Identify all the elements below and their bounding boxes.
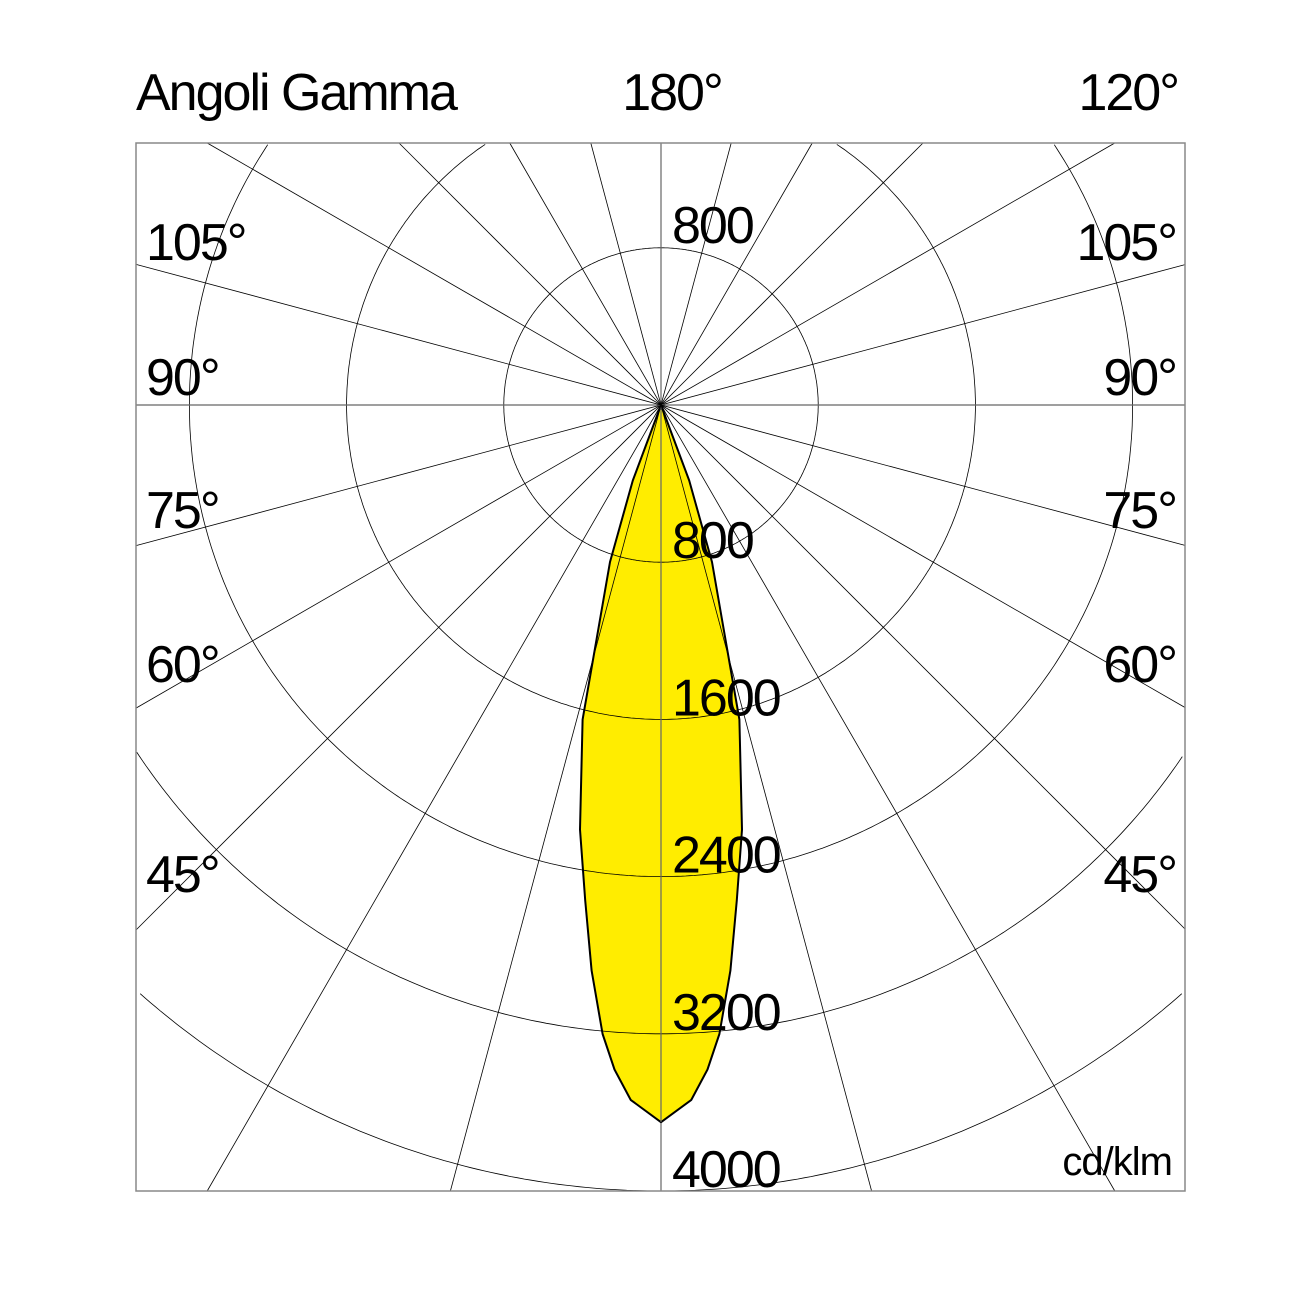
radial-tick-labels: 800 1600 2400 3200 4000: [672, 512, 782, 1199]
grid-circle-2400: [189, 144, 1133, 877]
left-angle-label: 60°: [146, 636, 219, 694]
radial-tick-label: 3200: [672, 984, 780, 1042]
grid-radial-line-135: [398, 142, 1186, 930]
right-angle-label: 45°: [1103, 846, 1176, 904]
radial-tick-label: 4000: [672, 1141, 780, 1199]
upper-radial-label: 800: [672, 197, 753, 255]
grid-circle-1600: [346, 144, 976, 720]
grid-circle-3200: [580, 751, 742, 1035]
left-angle-label: 75°: [146, 482, 219, 540]
radial-tick-label: 2400: [672, 827, 780, 885]
top-label-180: 180°: [622, 64, 722, 122]
right-angle-label: 60°: [1103, 636, 1176, 694]
grid-radial-line-60: [135, 142, 1115, 709]
right-angle-label: 105°: [1076, 214, 1176, 272]
grid-radial-line-45: [135, 142, 924, 931]
chart-title: Angoli Gamma: [136, 64, 458, 122]
right-angle-label: 90°: [1103, 349, 1176, 407]
grid-radial-line-30: [206, 142, 813, 1192]
top-label-120: 120°: [1078, 64, 1178, 122]
radial-tick-label: 1600: [672, 669, 780, 727]
left-angle-label: 105°: [146, 214, 246, 272]
radial-tick-label: 800: [672, 512, 753, 570]
grid-radial-line-120: [207, 142, 1186, 708]
plot-frame: [135, 142, 1186, 1192]
left-angle-labels: 105° 90° 75° 60° 45°: [146, 214, 248, 904]
right-angle-labels: 105° 90° 75° 60° 45°: [1076, 214, 1178, 904]
unit-label: cd/klm: [1062, 1140, 1172, 1184]
left-angle-label: 90°: [146, 349, 219, 407]
left-angle-label: 45°: [146, 846, 219, 904]
grid-radial-line-150: [509, 142, 1116, 1192]
right-angle-label: 75°: [1103, 482, 1176, 540]
